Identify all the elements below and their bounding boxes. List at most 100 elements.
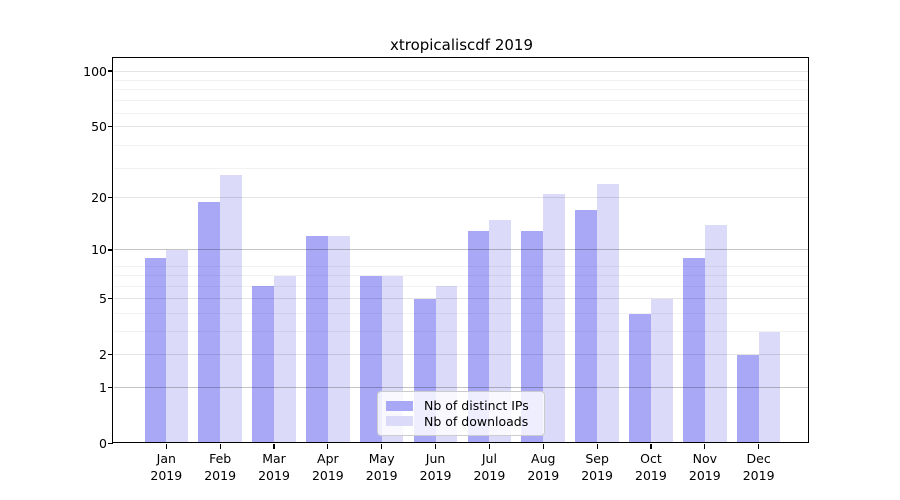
- y-tick-label-0: 0: [99, 436, 107, 451]
- bar-nb-of-downloads-jan: [166, 249, 189, 444]
- x-tick-mark-sep: [596, 443, 598, 449]
- bar-nb-of-downloads-apr: [327, 236, 350, 444]
- x-tick-month: Apr: [317, 451, 339, 466]
- x-tick-month: Aug: [531, 451, 556, 466]
- x-tick-month: May: [368, 451, 395, 466]
- x-tick-year: 2019: [527, 468, 560, 483]
- x-tick-mark-dec: [758, 443, 760, 449]
- x-tick-year: 2019: [365, 468, 398, 483]
- x-tick-mark-jul: [488, 443, 490, 449]
- gridline-minor-y-4: [113, 313, 809, 315]
- x-tick-label-jan: Jan 2019: [136, 450, 196, 484]
- gridline-y-1: [113, 387, 809, 389]
- y-tick-mark-100: [107, 70, 113, 72]
- x-tick-mark-aug: [542, 443, 544, 449]
- bar-nb-of-distinct-ips-feb: [198, 201, 221, 444]
- gridline-y-5: [113, 298, 809, 300]
- x-tick-month: Jan: [156, 451, 176, 466]
- bar-nb-of-distinct-ips-aug: [521, 230, 544, 444]
- gridline-y-20: [113, 197, 809, 199]
- x-tick-mark-oct: [650, 443, 652, 449]
- gridline-minor-y-29: [113, 168, 809, 170]
- gridline-minor-y-79: [113, 89, 809, 91]
- gridline-minor-y-8: [113, 265, 809, 267]
- gridline-minor-y-6: [113, 285, 809, 287]
- chart-title: xtropicaliscdf 2019: [389, 36, 534, 54]
- legend-item-distinct-ips: Nb of distinct IPs: [386, 398, 536, 414]
- x-tick-label-apr: Apr 2019: [298, 450, 358, 484]
- y-tick-mark-5: [107, 298, 113, 300]
- legend-item-downloads: Nb of downloads: [386, 414, 536, 430]
- y-tick-mark-2: [107, 354, 113, 356]
- x-tick-month: Sep: [585, 451, 609, 466]
- gridline-y-10: [113, 249, 809, 251]
- x-tick-year: 2019: [581, 468, 613, 483]
- x-tick-year: 2019: [311, 468, 344, 483]
- legend-label-downloads: Nb of downloads: [424, 413, 529, 429]
- y-tick-mark-50: [107, 125, 113, 127]
- x-tick-mark-jun: [434, 443, 437, 449]
- x-tick-label-dec: Dec 2019: [729, 450, 789, 484]
- x-tick-mark-feb: [219, 443, 221, 449]
- y-tick-mark-0: [107, 442, 113, 445]
- bar-nb-of-distinct-ips-oct: [629, 313, 651, 444]
- bar-nb-of-distinct-ips-dec: [736, 354, 759, 444]
- legend: Nb of distinct IPs Nb of downloads: [377, 391, 545, 436]
- y-tick-label-100: 100: [83, 63, 107, 79]
- legend-label-distinct-ips: Nb of distinct IPs: [424, 398, 529, 414]
- x-tick-label-jul: Jul 2019: [459, 450, 519, 484]
- x-tick-year: 2019: [419, 468, 452, 483]
- y-tick-label-2: 2: [99, 347, 107, 363]
- x-tick-year: 2019: [688, 468, 721, 483]
- bar-nb-of-downloads-sep: [597, 183, 619, 444]
- gridline-minor-y-89: [113, 79, 809, 81]
- gridline-minor-y-69: [113, 100, 809, 102]
- x-tick-mark-mar: [273, 443, 275, 449]
- x-tick-label-oct: Oct 2019: [621, 450, 681, 484]
- gridline-minor-y-7: [113, 275, 809, 277]
- x-tick-label-sep: Sep 2019: [567, 450, 627, 484]
- x-tick-year: 2019: [150, 468, 183, 483]
- bar-nb-of-downloads-dec: [758, 331, 781, 444]
- bar-nb-of-distinct-ips-may: [359, 275, 382, 444]
- x-tick-year: 2019: [204, 468, 237, 483]
- y-tick-label-5: 5: [99, 291, 107, 307]
- x-tick-month: Dec: [746, 451, 771, 466]
- x-tick-mark-jan: [165, 443, 167, 449]
- x-tick-label-feb: Feb 2019: [190, 450, 250, 484]
- gridline-y-50: [113, 125, 809, 127]
- bar-nb-of-distinct-ips-mar: [252, 286, 274, 444]
- x-tick-mark-nov: [704, 443, 706, 449]
- bar-nb-of-downloads-mar: [274, 275, 296, 444]
- x-tick-label-may: May 2019: [352, 450, 412, 484]
- gridline-y-100: [113, 70, 809, 72]
- y-tick-label-1: 1: [99, 380, 107, 396]
- bar-nb-of-downloads-nov: [704, 224, 727, 444]
- bar-nb-of-distinct-ips-jul: [467, 230, 490, 444]
- x-tick-month: Jul: [481, 451, 497, 466]
- x-tick-month: Jun: [425, 451, 446, 466]
- gridline-minor-y-3: [113, 331, 809, 333]
- x-tick-mark-apr: [327, 443, 329, 449]
- gridline-minor-y-39: [113, 145, 809, 147]
- x-tick-month: Mar: [262, 451, 286, 466]
- bar-nb-of-downloads-jul: [489, 219, 512, 444]
- x-tick-year: 2019: [473, 468, 506, 483]
- plot-frame: [112, 57, 810, 444]
- x-tick-label-nov: Nov 2019: [675, 450, 735, 484]
- gridline-y-2: [113, 354, 809, 356]
- y-tick-label-10: 10: [91, 242, 107, 258]
- bar-nb-of-downloads-feb: [220, 174, 242, 444]
- gridline-minor-y-59: [113, 112, 809, 114]
- x-tick-year: 2019: [258, 468, 290, 483]
- x-tick-year: 2019: [742, 468, 775, 483]
- bar-nb-of-distinct-ips-nov: [683, 257, 705, 444]
- bar-nb-of-distinct-ips-jan: [144, 257, 167, 444]
- bar-nb-of-distinct-ips-apr: [306, 236, 328, 444]
- x-tick-label-aug: Aug 2019: [513, 450, 573, 484]
- y-tick-mark-10: [107, 249, 113, 251]
